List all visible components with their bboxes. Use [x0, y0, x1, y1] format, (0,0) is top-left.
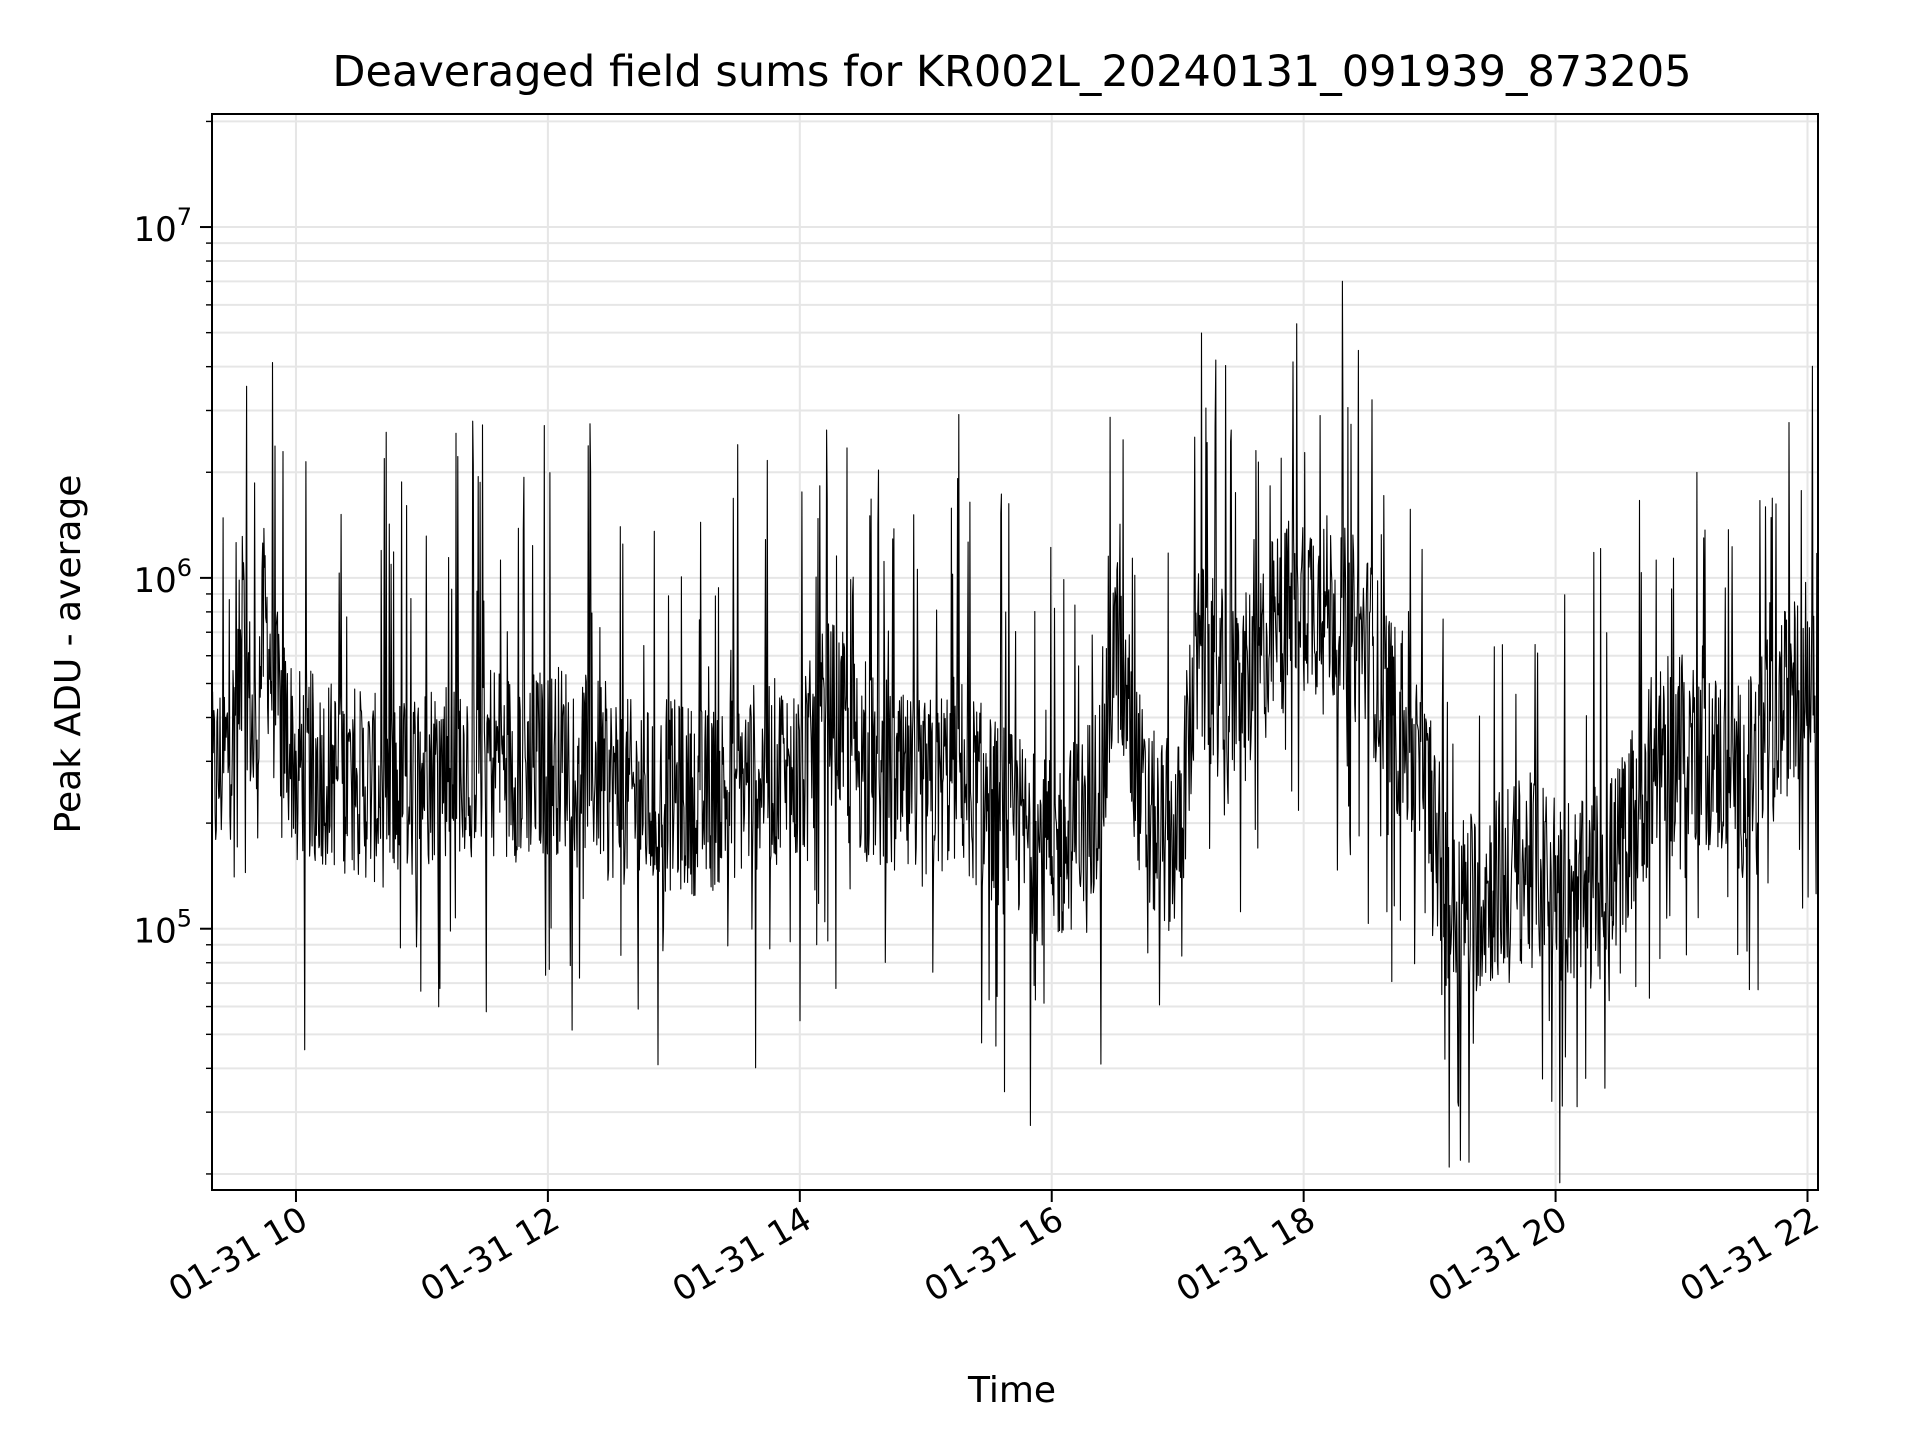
y-axis-label: Peak ADU - average — [48, 475, 89, 834]
y-tick-label: 106 — [133, 554, 192, 601]
x-axis-label: Time — [967, 1370, 1056, 1411]
y-tick-label: 105 — [133, 905, 192, 952]
y-tick-base: 10 — [133, 561, 176, 601]
grid-layer — [212, 114, 1818, 1190]
plot-area — [211, 280, 1819, 1184]
y-tick-label: 107 — [133, 203, 192, 250]
series-line — [211, 280, 1819, 1184]
y-tick-exponent: 7 — [177, 203, 192, 231]
y-tick-exponent: 6 — [177, 554, 192, 582]
y-tick-base: 10 — [133, 210, 176, 250]
plot-frame — [211, 113, 1819, 1191]
chart-title: Deaveraged field sums for KR002L_2024013… — [332, 47, 1691, 97]
y-tick-exponent: 5 — [177, 905, 192, 933]
y-tick-base: 10 — [133, 912, 176, 952]
